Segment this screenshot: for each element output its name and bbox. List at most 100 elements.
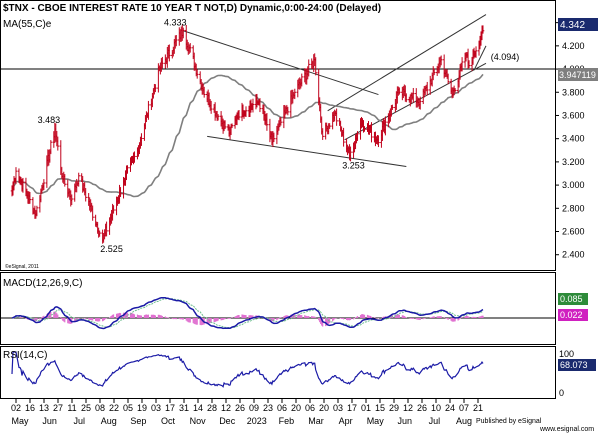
price-bar [49, 140, 53, 155]
x-tick-label: 11 [67, 403, 76, 413]
x-tick-label: 10 [431, 403, 441, 413]
price-bar [307, 59, 311, 77]
month-label: Jul [429, 416, 441, 426]
price-bar [202, 86, 206, 98]
rsi-tick-100: 100 [559, 349, 574, 359]
month-label: May [11, 416, 29, 426]
price-annotation: 4.333 [164, 17, 187, 27]
price-bar [384, 116, 387, 136]
footer-site: www.esignal.com [539, 426, 594, 433]
ma-value: 3.947119 [559, 70, 596, 80]
price-bar [223, 120, 227, 130]
price-bar [398, 87, 401, 95]
x-tick-label: 19 [137, 403, 147, 413]
rsi-panel-frame [0, 346, 556, 399]
rsi-tick-0: 0 [559, 388, 564, 398]
x-tick-label: 12 [403, 403, 413, 413]
x-tick-label: 27 [53, 403, 63, 413]
rsi-label: RSI(14,C) [3, 350, 47, 361]
x-tick-label: 21 [473, 403, 483, 413]
price-bar [439, 55, 443, 66]
month-label: Nov [190, 416, 207, 426]
x-tick-label: 08 [95, 403, 105, 413]
x-tick-label: 20 [319, 403, 329, 413]
x-tick-label: 26 [417, 403, 427, 413]
price-bar [460, 57, 464, 72]
price-bar [265, 113, 269, 131]
signal-value: 0.022 [560, 310, 583, 320]
x-tick-label: 06 [277, 403, 287, 413]
x-tick-label: 02 [11, 403, 21, 413]
month-label: Aug [101, 416, 117, 426]
price-annotation: 3.253 [342, 161, 365, 171]
rsi-value: 68.073 [560, 360, 588, 370]
price-bar [342, 127, 345, 147]
price-bar [77, 172, 81, 187]
rsi-value-badge [558, 359, 596, 371]
price-bar [133, 151, 136, 163]
x-tick-label: 17 [165, 403, 175, 413]
price-bar [467, 60, 471, 69]
price-bar [216, 114, 220, 121]
price-bar [286, 106, 290, 116]
price-bar [300, 73, 304, 87]
price-bar [35, 205, 39, 217]
x-tick-label: 23 [263, 403, 273, 413]
rsi-line [11, 351, 484, 388]
price-bar [244, 106, 248, 118]
month-label: Jun [42, 416, 57, 426]
x-tick-label: 17 [347, 403, 357, 413]
price-bar [314, 57, 318, 76]
ma-55-line [11, 73, 484, 198]
x-tick-label: 24 [445, 403, 455, 413]
price-bar [70, 194, 74, 206]
x-tick-label: 03 [151, 403, 161, 413]
y-tick-label: 3.000 [562, 180, 585, 190]
price-bar [377, 135, 380, 148]
y-tick-label: 2.400 [562, 250, 585, 260]
price-bar [105, 221, 108, 237]
month-label: Feb [279, 416, 295, 426]
trend-line-rising-upper [327, 14, 487, 112]
price-bar [321, 128, 324, 140]
macd-signal-line [11, 298, 484, 329]
month-label: Aug [456, 416, 472, 426]
price-bar [112, 205, 115, 214]
macd-panel-frame [0, 272, 556, 345]
price-bar [391, 104, 394, 110]
price-bar [481, 25, 485, 34]
price-bar [405, 93, 408, 103]
x-tick-label: 31 [179, 403, 189, 413]
price-bar [140, 133, 143, 146]
x-tick-label: 26 [235, 403, 245, 413]
copyright-label: ©eSignal, 2011 [5, 263, 39, 270]
price-bar [335, 108, 338, 126]
x-tick-label: 07 [459, 403, 469, 413]
price-bar [63, 174, 67, 187]
price-bar [425, 81, 429, 96]
price-bar [272, 132, 276, 143]
month-label: Mar [308, 416, 324, 426]
price-bar [28, 191, 32, 204]
trend-line-rising-extension [473, 45, 487, 71]
price-bar [188, 43, 192, 53]
current-price-badge [558, 18, 598, 31]
price-bar [147, 100, 150, 120]
price-bar [161, 56, 164, 69]
price-bar [446, 73, 450, 85]
price-panel-frame [0, 0, 556, 271]
macd-label: MACD(12,26,9,C) [3, 278, 82, 289]
price-bar [119, 187, 122, 197]
price-bar [418, 96, 422, 110]
price-bar [432, 68, 436, 76]
x-tick-label: 13 [39, 403, 49, 413]
price-bar [14, 167, 18, 185]
price-bar [42, 179, 46, 191]
x-tick-label: 28 [207, 403, 217, 413]
signal-value-badge [558, 309, 588, 321]
macd-value: 0.085 [560, 294, 583, 304]
x-tick-label: 03 [333, 403, 343, 413]
x-tick-label: 01 [361, 403, 371, 413]
ma-label: MA(55,C)e [3, 19, 52, 30]
